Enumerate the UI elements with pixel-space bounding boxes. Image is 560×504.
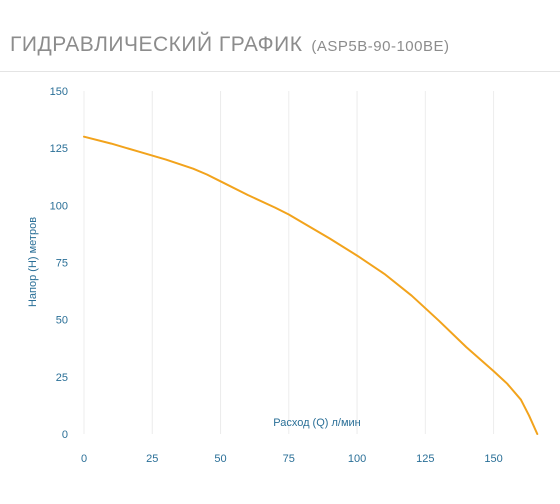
y-tick-label: 75 [56,258,68,270]
chart-title-main: ГИДРАВЛИЧЕСКИЙ ГРАФИК [10,33,303,56]
y-axis-label: Напор (Н) метров [27,217,39,307]
y-tick-label: 50 [56,315,68,327]
performance-curve-line [83,135,539,435]
chart-title-model: (ASP5B-90-100BE) [311,38,450,55]
y-tick-label: 100 [50,200,68,212]
x-tick-label: 50 [214,453,226,465]
y-tick-label: 125 [50,143,68,155]
x-tick-label: 75 [283,453,295,465]
chart-grid [83,91,495,434]
x-axis-ticks: 0 25 50 75 100 125 150 [81,453,503,465]
x-tick-label: 25 [146,453,158,465]
x-tick-label: 100 [348,453,366,465]
y-axis-ticks: 0 25 50 75 100 125 150 [50,86,68,441]
x-tick-label: 150 [484,453,502,465]
y-tick-label: 25 [56,372,68,384]
x-axis-label: Расход (Q) л/мин [273,417,361,429]
title-divider [0,71,560,72]
chart-title: ГИДРАВЛИЧЕСКИЙ ГРАФИК (ASP5B-90-100BE) [10,33,449,57]
y-tick-label: 150 [50,86,68,98]
x-tick-label: 0 [81,453,87,465]
x-tick-label: 125 [416,453,434,465]
y-tick-label: 0 [62,429,68,441]
chart-series [83,135,539,435]
